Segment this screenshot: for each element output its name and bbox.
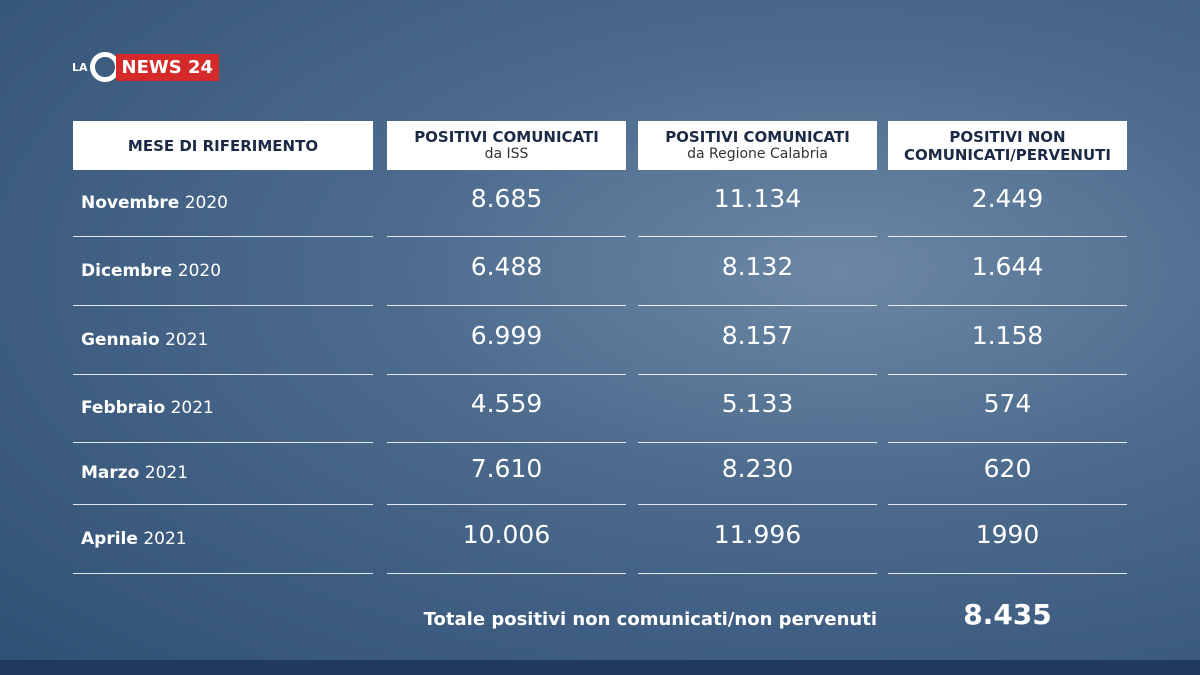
- year: 2020: [184, 193, 228, 213]
- total-label: Totale positivi non comunicati/non perve…: [423, 609, 877, 630]
- month: Aprile: [81, 528, 138, 549]
- month-label: Gennaio 2021: [81, 330, 208, 350]
- header-title: POSITIVI COMUNICATI: [414, 128, 599, 146]
- value-cell: 620: [983, 454, 1032, 483]
- row-separator: [888, 305, 1127, 306]
- header-title: POSITIVI NON COMUNICATI/PERVENUTI: [904, 127, 1111, 164]
- value-cell: 1.644: [971, 251, 1044, 281]
- row-separator: [638, 442, 877, 443]
- month-label: Marzo 2021: [81, 463, 188, 483]
- value-cell: 5.133: [721, 389, 794, 418]
- row-separator: [888, 573, 1127, 574]
- header-subtitle: da Regione Calabria: [687, 146, 828, 162]
- total-value: 8.435: [963, 598, 1052, 631]
- value-cell: 8.157: [721, 320, 794, 350]
- year: 2021: [144, 463, 189, 483]
- footer-band: [0, 660, 1200, 675]
- month-label: Novembre 2020: [81, 193, 228, 213]
- month: Novembre: [81, 193, 180, 213]
- value-cell: 11.134: [713, 184, 802, 213]
- row-separator: [638, 374, 877, 375]
- row-separator: [73, 504, 373, 505]
- value-cell: 2.449: [971, 184, 1044, 213]
- value-cell: 8.685: [470, 184, 543, 213]
- row-separator: [73, 442, 373, 443]
- row-separator: [888, 442, 1127, 443]
- logo-name: NEWS 24: [115, 53, 220, 81]
- value-cell: 8.230: [721, 454, 794, 483]
- row-separator: [73, 305, 373, 306]
- row-separator: [888, 236, 1127, 237]
- value-cell: 10.006: [462, 519, 551, 549]
- column-header: POSITIVI COMUNICATI da Regione Calabria: [638, 121, 877, 170]
- value-cell: 7.610: [470, 454, 543, 483]
- row-separator: [387, 442, 626, 443]
- month-label: Febbraio 2021: [81, 398, 214, 418]
- value-cell: 11.996: [713, 519, 802, 549]
- row-separator: [73, 573, 373, 574]
- value-cell: 8.132: [721, 251, 794, 281]
- value-cell: 1990: [975, 519, 1040, 549]
- header-title: POSITIVI COMUNICATI: [665, 128, 850, 146]
- year: 2021: [170, 398, 214, 418]
- logo: LA C NEWS 24: [72, 52, 220, 82]
- row-separator: [387, 573, 626, 574]
- column-header: MESE DI RIFERIMENTO: [73, 121, 373, 170]
- row-separator: [638, 504, 877, 505]
- value-cell: 1.158: [971, 320, 1044, 350]
- year: 2021: [165, 329, 209, 350]
- row-separator: [888, 374, 1127, 375]
- month: Marzo: [81, 463, 140, 483]
- row-separator: [387, 504, 626, 505]
- row-separator: [638, 305, 877, 306]
- header-title: MESE DI RIFERIMENTO: [127, 136, 319, 155]
- row-separator: [387, 236, 626, 237]
- value-cell: 6.999: [470, 320, 543, 350]
- year: 2020: [177, 260, 222, 281]
- logo-prefix: LA: [72, 60, 88, 74]
- row-separator: [638, 573, 877, 574]
- month: Febbraio: [81, 398, 166, 418]
- value-cell: 6.488: [470, 251, 543, 281]
- month-label: Dicembre 2020: [81, 261, 221, 281]
- value-cell: 4.559: [470, 389, 543, 418]
- month: Gennaio: [81, 329, 160, 350]
- month: Dicembre: [81, 260, 173, 281]
- value-cell: 574: [983, 389, 1032, 418]
- row-separator: [387, 305, 626, 306]
- year: 2021: [143, 528, 187, 549]
- header-subtitle: da ISS: [484, 146, 529, 162]
- column-header: POSITIVI NON COMUNICATI/PERVENUTI: [888, 121, 1127, 170]
- row-separator: [888, 504, 1127, 505]
- row-separator: [73, 236, 373, 237]
- column-header: POSITIVI COMUNICATI da ISS: [387, 121, 626, 170]
- row-separator: [73, 374, 373, 375]
- row-separator: [638, 236, 877, 237]
- month-label: Aprile 2021: [81, 529, 187, 549]
- row-separator: [387, 374, 626, 375]
